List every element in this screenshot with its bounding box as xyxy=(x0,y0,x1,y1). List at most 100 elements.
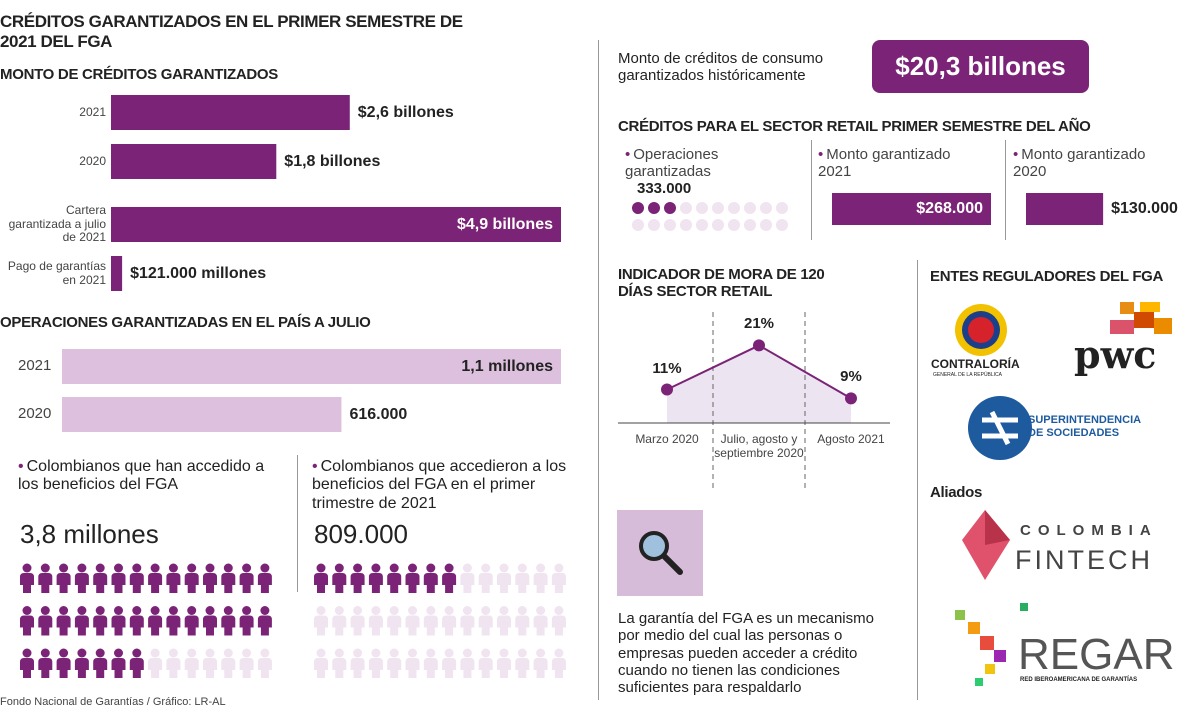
person-icon xyxy=(462,606,472,615)
person-icon xyxy=(242,648,252,658)
chart-title: OPERACIONES GARANTIZADAS EN EL PAÍS A JU… xyxy=(0,314,371,331)
person-icon xyxy=(515,615,530,636)
category-label: Pago de garantías en 2021 xyxy=(7,258,106,287)
person-icon xyxy=(387,615,402,636)
person-icon xyxy=(93,615,108,636)
person-icon xyxy=(74,615,89,636)
person-icon xyxy=(554,563,564,573)
person-icon xyxy=(497,658,511,678)
category-label: Cartera garantizada a julio de 2021 xyxy=(8,202,106,245)
value-label: $2,6 billones xyxy=(357,103,454,121)
person-icon xyxy=(423,658,438,678)
person-icon xyxy=(350,658,365,678)
person-icon xyxy=(444,606,454,615)
dot xyxy=(712,202,724,214)
person-icon xyxy=(460,573,475,593)
logo-fintech xyxy=(985,510,1010,545)
person-icon xyxy=(350,573,365,593)
person-icon xyxy=(95,648,105,658)
person-icon xyxy=(444,563,454,573)
person-icon xyxy=(221,658,236,678)
person-icon xyxy=(166,573,181,593)
person-icon xyxy=(515,658,530,678)
person-icon xyxy=(462,648,472,658)
person-icon xyxy=(478,615,493,636)
person-icon xyxy=(353,606,363,615)
person-icon xyxy=(387,658,402,678)
logo-supersociedades xyxy=(982,410,1018,446)
value-label: 11% xyxy=(652,359,682,377)
section-title: ENTES REGULADORES DEL FGA xyxy=(930,268,1164,285)
person-icon xyxy=(460,615,475,636)
person-icon xyxy=(59,606,69,615)
person-icon xyxy=(132,648,142,658)
person-icon xyxy=(387,573,402,593)
dots-text: Operaciones garantizadas xyxy=(625,146,745,181)
person-icon xyxy=(38,615,53,636)
dots-figure: 333.000 xyxy=(637,180,692,197)
value-label: 9% xyxy=(840,368,862,386)
bar xyxy=(111,207,561,242)
person-icon xyxy=(150,648,160,658)
category-label: Julio, agosto y septiembre 2020 xyxy=(714,432,804,460)
highlight-box xyxy=(872,40,1089,93)
person-icon xyxy=(368,615,383,636)
value-label: 616.000 xyxy=(349,405,408,423)
person-icon xyxy=(478,573,493,593)
person-icon xyxy=(148,573,163,593)
person-icon xyxy=(223,563,233,573)
category-label: Monto garantizado 2020 xyxy=(1013,146,1173,181)
person-icon xyxy=(260,648,270,658)
person-icon xyxy=(239,573,254,593)
dot xyxy=(760,202,772,214)
person-icon xyxy=(405,615,420,636)
section-title: Aliados xyxy=(930,484,983,501)
person-icon xyxy=(334,563,344,573)
person-icon xyxy=(536,563,546,573)
person-icon xyxy=(533,573,548,593)
person-icon xyxy=(478,658,493,678)
person-icon xyxy=(22,648,32,658)
chart-title: INDICADOR DE MORA DE 120 DÍAS SECTOR RET… xyxy=(618,266,825,301)
person-icon xyxy=(93,573,108,593)
person-icon xyxy=(56,615,71,636)
logo-pwc xyxy=(1110,302,1172,334)
person-icon xyxy=(353,648,363,658)
person-icon xyxy=(242,606,252,615)
dot xyxy=(760,219,772,231)
bar xyxy=(832,193,991,225)
person-icon xyxy=(166,615,181,636)
dot xyxy=(696,202,708,214)
logo-text: COLOMBIA xyxy=(1020,522,1158,539)
dot xyxy=(680,219,692,231)
person-icon xyxy=(316,606,326,615)
person-icon xyxy=(20,615,34,636)
dot xyxy=(648,202,660,214)
person-icon xyxy=(132,606,142,615)
person-icon xyxy=(314,658,328,678)
person-icon xyxy=(38,573,53,593)
person-icon xyxy=(205,648,215,658)
person-icon xyxy=(426,563,436,573)
value-label: $4,9 billones xyxy=(456,215,553,233)
dot xyxy=(664,202,676,214)
person-icon xyxy=(187,606,197,615)
person-icon xyxy=(353,563,363,573)
logo-text: RED IBEROAMERICANA DE GARANTÍAS xyxy=(1020,677,1138,683)
person-icon xyxy=(515,573,530,593)
person-icon xyxy=(257,573,272,593)
category-label: 2021 xyxy=(18,357,52,374)
person-icon xyxy=(74,658,89,678)
person-icon xyxy=(533,658,548,678)
person-icon xyxy=(499,606,509,615)
point xyxy=(753,339,765,352)
person-icon xyxy=(40,606,50,615)
person-icon xyxy=(205,606,215,615)
category-label: Monto garantizado 2021 xyxy=(818,146,978,181)
value-label: $1,8 billones xyxy=(284,152,381,170)
person-icon xyxy=(257,658,272,678)
person-icon xyxy=(205,563,215,573)
bar xyxy=(111,256,123,291)
person-icon xyxy=(242,563,252,573)
bar xyxy=(1026,193,1104,225)
